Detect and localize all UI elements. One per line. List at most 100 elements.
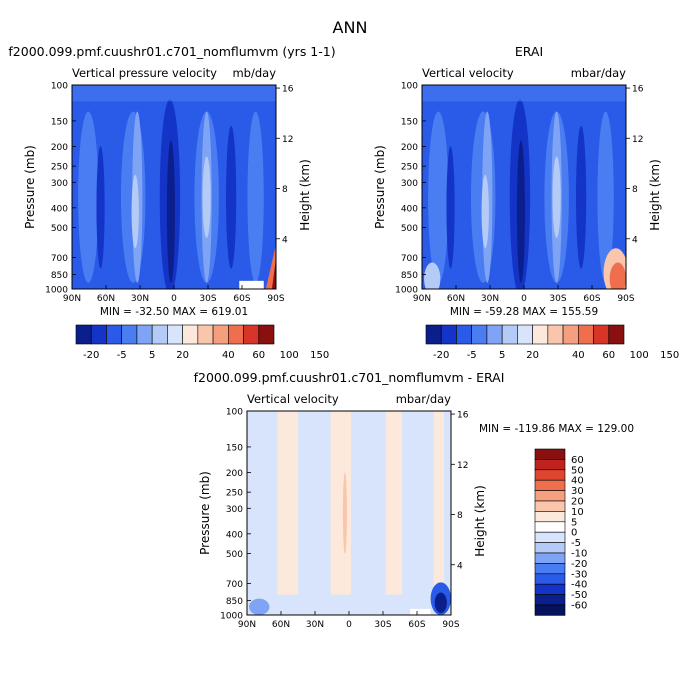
lat-tick-label: 0 <box>346 620 352 630</box>
colorbar-label: -50 <box>571 590 587 601</box>
pressure-tick-label: 250 <box>401 163 418 173</box>
pressure-tick-label: 200 <box>226 469 243 479</box>
colorbar-swatch <box>258 324 275 345</box>
colorbar-label: 0 <box>571 528 577 539</box>
subtropic-core-n <box>481 174 489 249</box>
height-tick-label: 4 <box>457 561 463 571</box>
colorbar-label: -20 <box>571 559 587 570</box>
panels-group: f2000.099.pmf.cuushr01.c701_nomflumvm (y… <box>8 44 679 630</box>
colorbar-label: 100 <box>630 350 649 361</box>
colorbar-swatch <box>182 324 199 345</box>
colorbar-swatch <box>534 531 566 543</box>
pressure-tick-label: 100 <box>51 82 68 92</box>
colorbar-swatch <box>534 448 566 460</box>
itcz-core <box>516 140 526 283</box>
colorbar-label: -20 <box>433 350 449 361</box>
colorbar-label: -20 <box>83 350 99 361</box>
lat-tick-label: 60N <box>97 294 115 304</box>
height-tick-label: 12 <box>457 461 468 471</box>
colorbar-label: 150 <box>310 350 329 361</box>
colorbar-label: -60 <box>571 601 587 612</box>
colorbar-swatch <box>167 324 183 345</box>
antarctic-core <box>271 258 276 289</box>
panel-subtitle-right: mbar/day <box>396 392 451 406</box>
colorbar-swatch <box>471 324 488 345</box>
storm-track-s <box>226 125 237 269</box>
lat-tick-label: 30S <box>374 620 391 630</box>
colorbar-swatch <box>425 324 442 345</box>
ylabel-pressure: Pressure (mb) <box>198 471 212 555</box>
itcz-core <box>166 140 176 283</box>
subtropic-core-n <box>131 174 139 249</box>
colorbar-swatch <box>578 324 594 345</box>
panel-title: f2000.099.pmf.cuushr01.c701_nomflumvm - … <box>194 370 505 385</box>
top-band <box>72 85 276 102</box>
colorbar-swatch <box>562 324 579 345</box>
colorbar-swatch <box>534 469 566 481</box>
ylabel-height: Height (km) <box>648 159 662 230</box>
colorbar-label: 100 <box>280 350 299 361</box>
lat-tick-label: 30S <box>199 294 216 304</box>
colorbar-label: 40 <box>572 350 585 361</box>
pressure-tick-label: 100 <box>226 408 243 418</box>
height-tick-label: 8 <box>282 185 288 195</box>
colorbar-swatch <box>151 324 168 345</box>
colorbar-label: -40 <box>571 580 587 591</box>
pressure-tick-label: 700 <box>226 580 243 590</box>
colorbar-swatch <box>106 324 122 345</box>
colorbar-swatch <box>456 324 472 345</box>
colorbar-label: -10 <box>571 549 587 560</box>
colorbar-swatch <box>534 573 566 585</box>
colorbar-swatch <box>440 324 457 345</box>
colorbar-swatch <box>534 490 566 502</box>
min-max-stats: MIN = -119.86 MAX = 129.00 <box>479 423 634 435</box>
antarctic-negative-core <box>434 592 447 613</box>
pressure-tick-label: 1000 <box>45 286 68 296</box>
colorbar-swatch <box>534 521 566 533</box>
missing-data <box>410 608 431 615</box>
height-tick-label: 4 <box>632 235 638 245</box>
pressure-tick-label: 150 <box>226 443 243 453</box>
panel-subtitle-right: mbar/day <box>571 66 626 80</box>
height-tick-label: 16 <box>282 85 294 95</box>
colorbar-label: -5 <box>467 350 477 361</box>
subtropic-core-s <box>202 156 211 238</box>
colorbar-label: 40 <box>222 350 235 361</box>
min-max-stats: MIN = -59.28 MAX = 155.59 <box>450 306 598 318</box>
page-title: ANN <box>333 18 368 37</box>
colorbar-swatch <box>197 324 214 345</box>
colorbar-swatch <box>532 324 549 345</box>
colorbar-swatch <box>534 594 566 606</box>
colorbar-swatch <box>534 552 566 564</box>
colorbar-swatch <box>534 583 566 595</box>
contour-field <box>247 411 451 615</box>
top-band <box>422 85 626 102</box>
height-tick-label: 12 <box>282 135 293 145</box>
pressure-tick-label: 250 <box>226 489 243 499</box>
panel-title: ERAI <box>515 44 543 59</box>
pressure-tick-label: 850 <box>51 271 68 281</box>
pressure-tick-label: 300 <box>51 179 68 189</box>
height-tick-label: 12 <box>632 135 643 145</box>
pressure-tick-label: 500 <box>226 550 243 560</box>
band-60n <box>78 111 99 283</box>
ylabel-height: Height (km) <box>473 485 487 556</box>
lat-tick-label: 90S <box>617 294 634 304</box>
colorbar-swatch <box>90 324 107 345</box>
lat-tick-label: 90S <box>442 620 459 630</box>
colorbar-swatch <box>486 324 503 345</box>
colorbar-swatch <box>534 500 566 512</box>
positive-band-4 <box>433 411 444 595</box>
colorbar-swatch <box>534 542 566 554</box>
colorbar-swatch <box>121 324 138 345</box>
colorbar-swatch <box>534 459 566 471</box>
min-max-stats: MIN = -32.50 MAX = 619.01 <box>100 306 248 318</box>
lat-tick-label: 90N <box>63 294 81 304</box>
pressure-tick-label: 400 <box>401 204 418 214</box>
pressure-tick-label: 300 <box>226 505 243 515</box>
height-tick-label: 16 <box>457 411 469 421</box>
lat-tick-label: 60N <box>272 620 290 630</box>
pressure-tick-label: 250 <box>51 163 68 173</box>
colorbar-label: 5 <box>149 350 155 361</box>
